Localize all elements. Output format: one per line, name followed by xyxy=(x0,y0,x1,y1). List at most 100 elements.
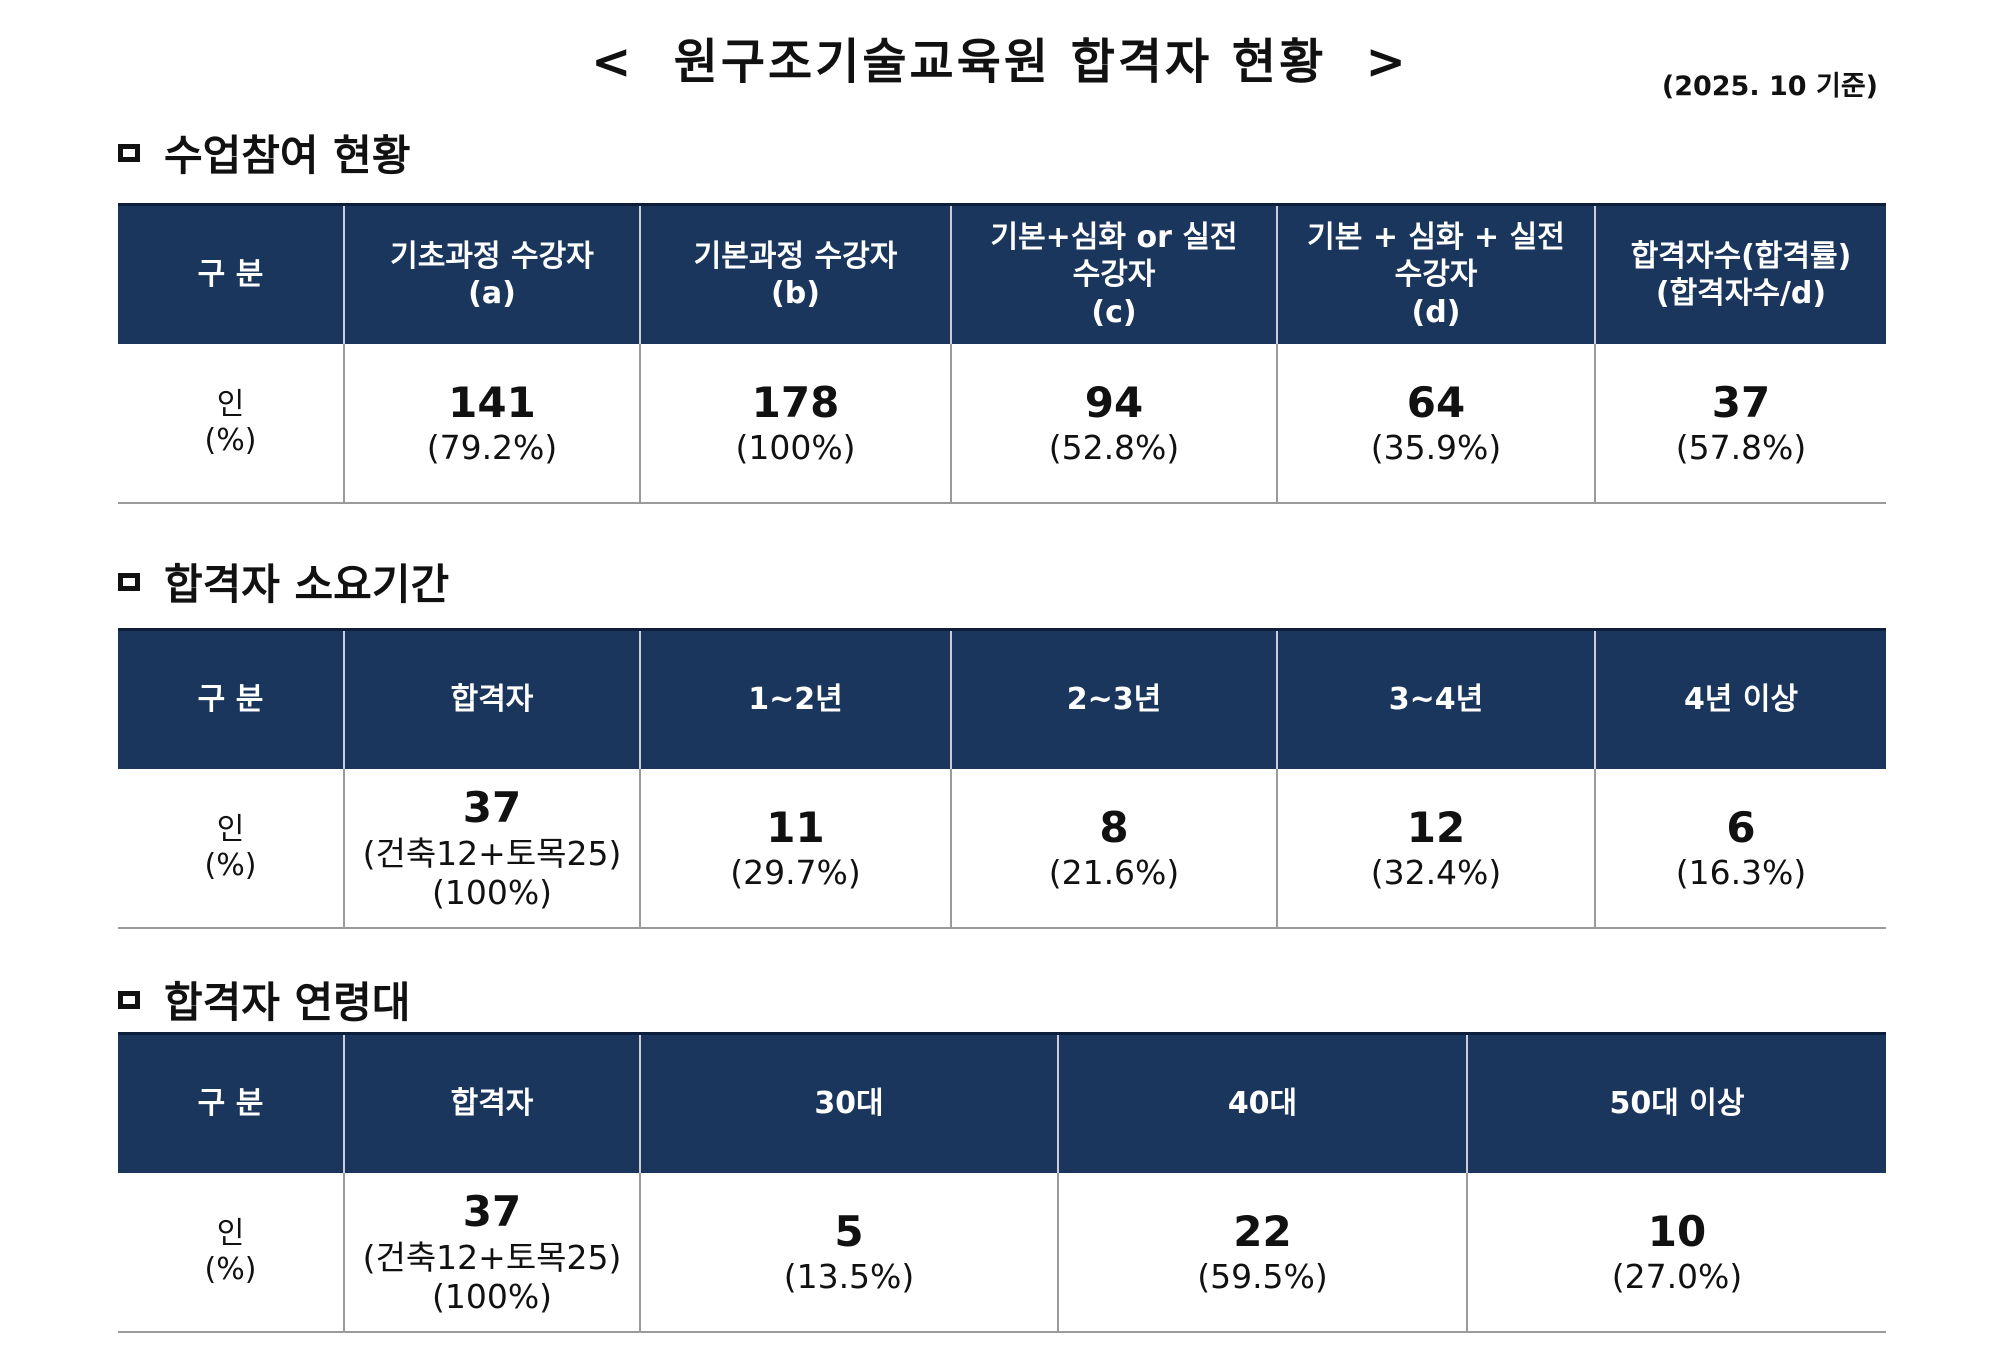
heading-text: 합격자 소요기간 xyxy=(164,560,450,609)
data-table: 구 분 합격자 1~2년 2~3년 3~4년 4년 이상 인 (%) 37 (건축12+토목25)… xyxy=(118,628,1886,929)
header-cell: 1~2년 xyxy=(639,628,951,769)
header-cell: 40대 xyxy=(1057,1032,1467,1173)
cell-line: 37 xyxy=(1711,378,1771,427)
body-cell: 11 (29.7%) xyxy=(639,769,951,929)
cell-line: (%) xyxy=(204,423,257,458)
body-row: 인 (%) 141 (79.2%) 178 (100%) 94 (52.8%) 64 (35.9%… xyxy=(118,344,1886,504)
cell-line: 64 xyxy=(1406,378,1466,427)
cell-line: 5 xyxy=(834,1207,864,1256)
header-line: 합격자 xyxy=(450,1086,534,1122)
header-line: 2~3년 xyxy=(1066,682,1162,718)
header-line: 30대 xyxy=(814,1086,884,1122)
header-cell: 합격자 xyxy=(343,1032,640,1173)
header-cell: 구 분 xyxy=(118,203,344,344)
body-cell: 141 (79.2%) xyxy=(343,344,640,504)
bullet-icon xyxy=(118,572,140,591)
header-line: 구 분 xyxy=(197,257,264,293)
body-cell: 8 (21.6%) xyxy=(950,769,1277,929)
data-table: 구 분 기초과정 수강자 (a) 기본과정 수강자 (b) 기본+심화 or 실전 수강자(… xyxy=(118,203,1886,504)
body-cell: 인 (%) xyxy=(118,769,344,929)
body-cell: 37 (건축12+토목25) (100%) xyxy=(343,769,640,929)
heading-text: 수업참여 현황 xyxy=(164,131,411,180)
header-line: 기본+심화 or 실전 xyxy=(990,219,1238,255)
cell-line: 인 xyxy=(216,1216,245,1251)
cell-line: 178 xyxy=(751,378,840,427)
header-line: (a) xyxy=(468,276,516,311)
header-cell: 구 분 xyxy=(118,628,344,769)
header-cell: 합격자 xyxy=(343,628,640,769)
bullet-icon xyxy=(118,143,140,162)
page-title: < 원구조기술교육원 합격자 현황 > xyxy=(591,34,1409,90)
header-cell: 합격자수(합격률) (합격자수/d) xyxy=(1594,203,1886,344)
header-cell: 2~3년 xyxy=(950,628,1277,769)
cell-line: (13.5%) xyxy=(783,1257,915,1297)
cell-line: 94 xyxy=(1084,378,1144,427)
header-line: 4년 이상 xyxy=(1683,682,1799,718)
header-line: 기본 + 심화 + 실전 xyxy=(1307,219,1565,255)
header-line: (d) xyxy=(1411,294,1461,330)
header-line: (c) xyxy=(1091,294,1137,330)
body-cell: 10 (27.0%) xyxy=(1466,1173,1886,1333)
body-cell: 6 (16.3%) xyxy=(1594,769,1886,929)
header-row: 구 분 합격자 30대 40대 50대 이상 xyxy=(118,1032,1886,1173)
cell-line: (16.3%) xyxy=(1675,853,1807,893)
header-row: 구 분 기초과정 수강자 (a) 기본과정 수강자 (b) 기본+심화 or 실전 수강자(… xyxy=(118,203,1886,344)
heading-text: 합격자 연령대 xyxy=(164,978,411,1027)
body-cell: 94 (52.8%) xyxy=(950,344,1277,504)
cell-line: (21.6%) xyxy=(1048,853,1180,893)
cell-line: 37 xyxy=(462,1187,522,1237)
header-line: 50대 이상 xyxy=(1609,1086,1745,1122)
cell-line: 인 xyxy=(216,387,245,422)
bullet-icon xyxy=(118,990,140,1009)
cell-line: 141 xyxy=(448,378,536,427)
body-cell: 37 (57.8%) xyxy=(1594,344,1886,504)
cell-line: (27.0%) xyxy=(1611,1257,1743,1297)
body-row: 인 (%) 37 (건축12+토목25) (100%) 5 (13.5%) 22 (59.5%)… xyxy=(118,1173,1886,1333)
cell-line: (35.9%) xyxy=(1370,428,1502,468)
cell-line: (79.2%) xyxy=(426,428,558,468)
header-row: 구 분 합격자 1~2년 2~3년 3~4년 4년 이상 xyxy=(118,628,1886,769)
cell-line: (100%) xyxy=(735,428,856,468)
cell-line: 6 xyxy=(1726,803,1756,852)
header-line: (합격자수/d) xyxy=(1655,276,1827,311)
cell-line: 12 xyxy=(1406,803,1466,852)
cell-line: (57.8%) xyxy=(1675,428,1807,468)
header-line: 합격자수(합격률) xyxy=(1630,238,1852,274)
header-cell: 기초과정 수강자 (a) xyxy=(343,203,640,344)
cell-line: (29.7%) xyxy=(730,853,861,893)
section-heading: 합격자 연령대 xyxy=(118,969,410,1030)
header-cell: 기본 + 심화 + 실전 수강자 (d) xyxy=(1276,203,1595,344)
header-cell: 50대 이상 xyxy=(1466,1032,1886,1173)
header-line: 40대 xyxy=(1227,1086,1298,1122)
cell-line: (100%) xyxy=(431,873,553,913)
cell-line: 10 xyxy=(1647,1207,1707,1256)
cell-line: (52.8%) xyxy=(1048,428,1180,468)
header-cell: 30대 xyxy=(639,1032,1058,1173)
header-line: 기초과정 수강자 xyxy=(390,238,594,274)
cell-line: (건축12+토목25) xyxy=(362,1237,622,1277)
header-line: 구 분 xyxy=(197,682,264,718)
section-heading: 합격자 소요기간 xyxy=(118,551,449,612)
header-cell: 기본+심화 or 실전 수강자 (c) xyxy=(950,203,1277,344)
body-cell: 64 (35.9%) xyxy=(1276,344,1595,504)
body-cell: 인 (%) xyxy=(118,1173,344,1333)
header-line: 수강자 xyxy=(1072,257,1156,293)
header-line: 3~4년 xyxy=(1388,682,1484,718)
body-cell: 178 (100%) xyxy=(639,344,951,504)
header-cell: 기본과정 수강자 (b) xyxy=(639,203,951,344)
header-line: 기본과정 수강자 xyxy=(693,238,898,274)
body-cell: 인 (%) xyxy=(118,344,344,504)
body-cell: 5 (13.5%) xyxy=(639,1173,1058,1333)
cell-line: 11 xyxy=(766,803,825,852)
cell-line: 37 xyxy=(462,783,522,833)
section-heading: 수업참여 현황 xyxy=(118,122,410,183)
date-note: (2025. 10 기준) xyxy=(1661,71,1878,102)
cell-line: (100%) xyxy=(431,1277,553,1317)
cell-line: 8 xyxy=(1099,803,1129,852)
body-row: 인 (%) 37 (건축12+토목25) (100%) 11 (29.7%) 8 (21.6%)… xyxy=(118,769,1886,929)
cell-line: 인 xyxy=(216,812,245,847)
cell-line: (%) xyxy=(204,1252,257,1287)
cell-line: (%) xyxy=(204,848,257,883)
cell-line: (건축12+토목25) xyxy=(362,833,622,873)
